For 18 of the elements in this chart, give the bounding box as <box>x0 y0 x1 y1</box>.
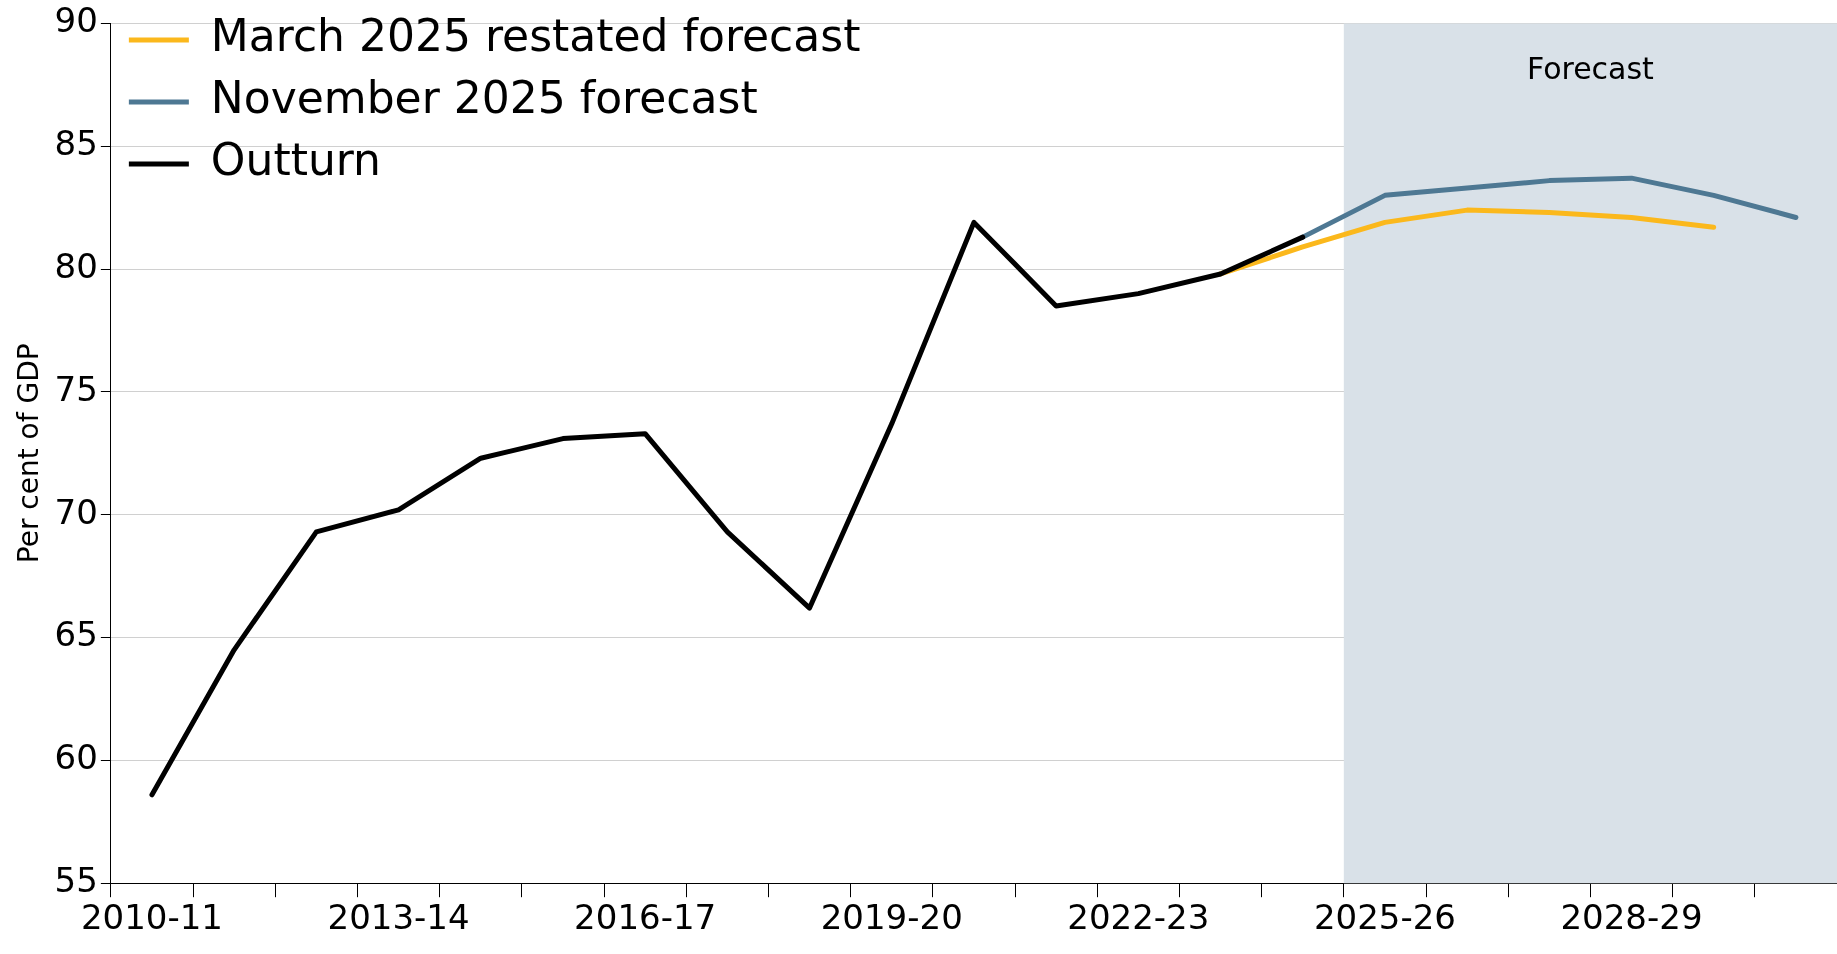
legend-label: March 2025 restated forecast <box>210 10 861 62</box>
y-tick-label: 70 <box>54 491 98 532</box>
x-tick-label: 2013-14 <box>327 897 470 938</box>
y-tick-label: 75 <box>54 368 98 409</box>
x-tick-label: 2025-26 <box>1313 897 1456 938</box>
y-tick-label: 85 <box>54 123 98 164</box>
annotation: Forecast <box>1526 51 1655 87</box>
y-tick-label: 90 <box>54 0 98 41</box>
y-tick-label: 60 <box>54 737 98 778</box>
x-tick-label: 2019-20 <box>820 897 963 938</box>
legend-label: Outturn <box>210 134 381 186</box>
y-axis-title: Per cent of GDP <box>12 343 46 564</box>
y-tick-label: 80 <box>54 245 98 286</box>
x-tick-label: 2016-17 <box>574 897 717 938</box>
x-tick-label: 2022-23 <box>1067 897 1210 938</box>
legend-label: November 2025 forecast <box>210 72 758 124</box>
y-tick-label: 65 <box>54 614 98 655</box>
x-tick-label: 2028-29 <box>1560 897 1703 938</box>
